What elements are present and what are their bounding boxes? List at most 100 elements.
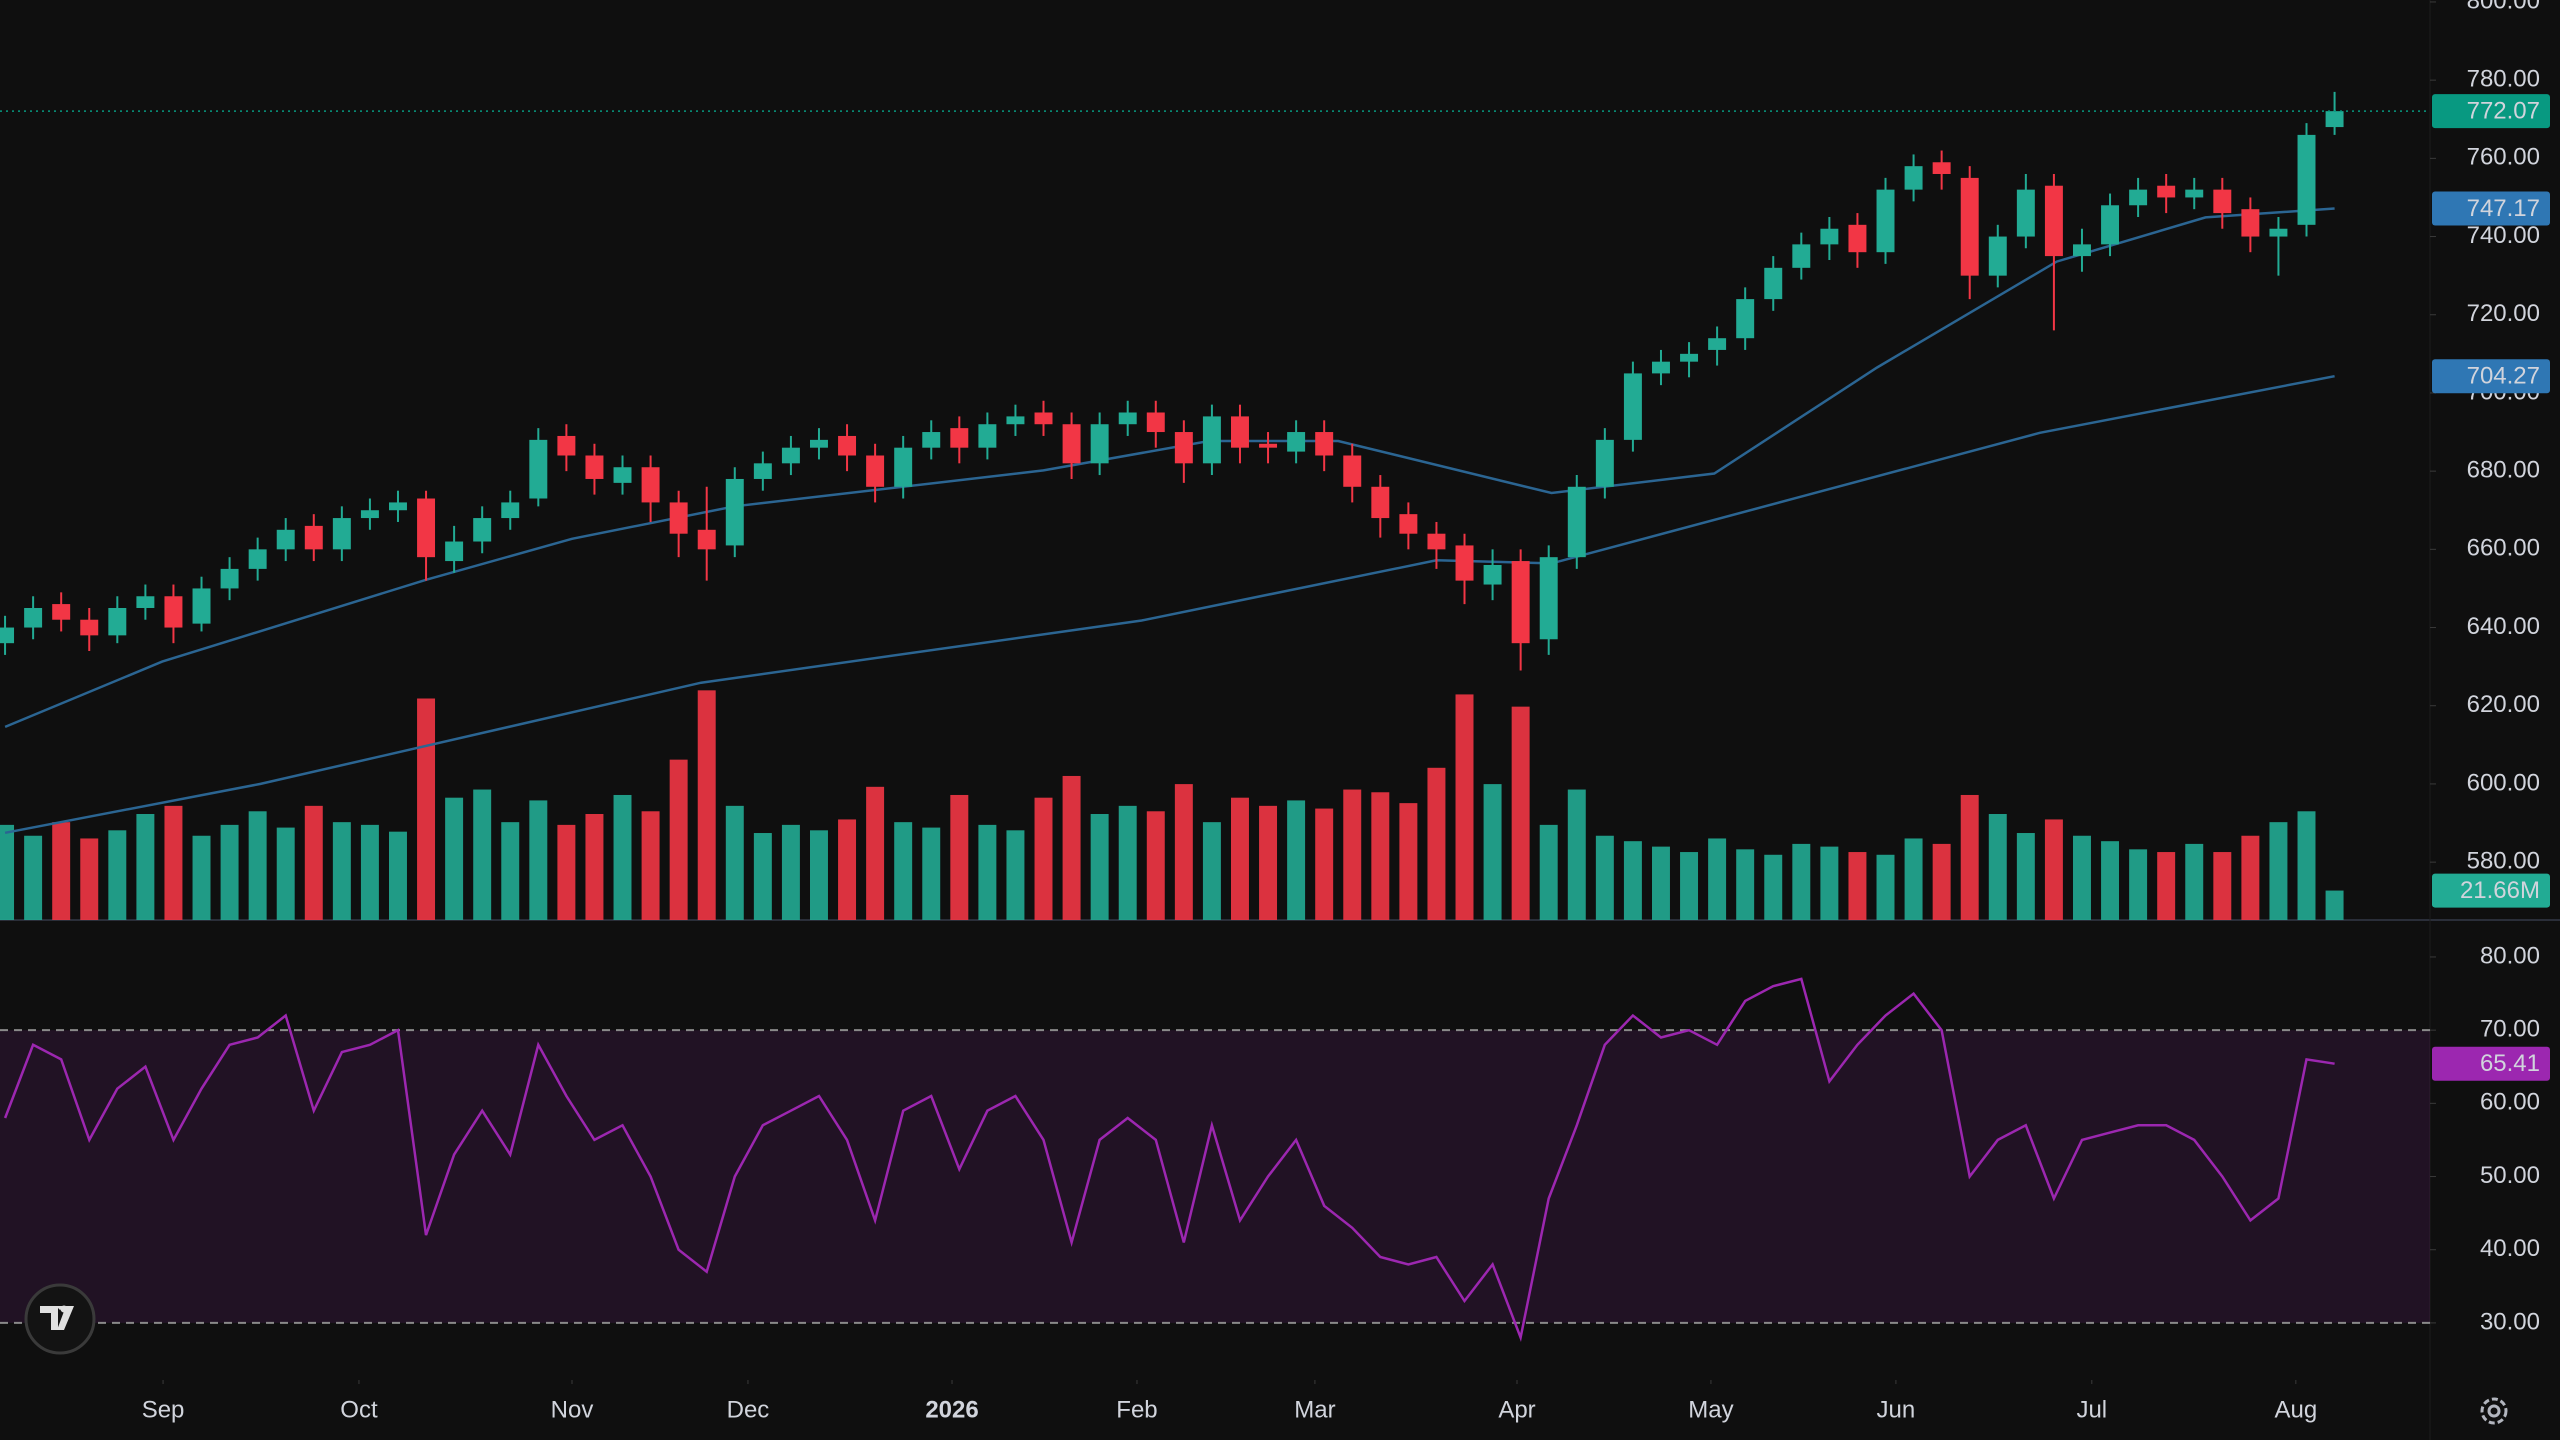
y-tick-label: 720.00 (2467, 300, 2540, 327)
candle-body (220, 568, 239, 589)
candle-body (24, 607, 43, 628)
candle-body (1427, 533, 1446, 550)
volume-bar (1202, 822, 1221, 920)
volume-bar (1932, 843, 1951, 920)
volume-bar (1736, 849, 1755, 920)
volume-bar (417, 698, 436, 920)
x-tick-label: Apr (1498, 1396, 1535, 1423)
volume-bar (1792, 843, 1811, 920)
y-tick-label: 620.00 (2467, 691, 2540, 718)
y-tick-label: 740.00 (2467, 222, 2540, 249)
y-tick-label: 600.00 (2467, 769, 2540, 796)
volume-bar (80, 838, 99, 920)
candle-body (1006, 416, 1025, 425)
candle-body (1708, 338, 1727, 350)
volume-bar (276, 827, 295, 920)
tradingview-logo[interactable] (24, 1283, 96, 1355)
candle-body (2101, 205, 2120, 245)
volume-bar (360, 824, 379, 920)
volume-bar (473, 789, 492, 920)
moving-average-label: 704.27 (2467, 363, 2540, 390)
volume-bar (1427, 767, 1446, 920)
volume-bar (1511, 706, 1530, 920)
candle-body (248, 549, 267, 569)
candle-body (1315, 432, 1334, 456)
volume-bar (2269, 822, 2288, 920)
rsi-tick-label: 70.00 (2480, 1015, 2540, 1042)
candle-body (164, 596, 183, 628)
candle-body (894, 447, 913, 487)
volume-bar (2297, 811, 2316, 920)
volume-bar (838, 819, 857, 920)
volume-bar (1595, 835, 1614, 920)
x-tick-label: 2026 (925, 1396, 978, 1423)
candle-body (725, 478, 744, 546)
candle-body (1539, 557, 1558, 640)
candle-body (1034, 412, 1053, 425)
volume-bar (1230, 797, 1249, 920)
candle-body (108, 607, 127, 636)
volume-bar (753, 833, 772, 920)
volume-bar (1399, 803, 1418, 920)
volume-bar (1876, 854, 1895, 920)
candle-body (417, 498, 436, 558)
candle-body (1764, 267, 1783, 300)
volume-bar (1904, 838, 1923, 920)
candle-body (2044, 185, 2063, 257)
gear-inner[interactable] (2487, 1404, 2501, 1418)
y-tick-label: 800.00 (2467, 0, 2540, 14)
x-tick-label: Jul (2076, 1396, 2107, 1423)
volume-bar (1680, 852, 1699, 920)
volume-bar (1259, 805, 1278, 920)
volume-bar (1174, 784, 1193, 920)
volume-bar (1848, 852, 1867, 920)
candle-body (80, 619, 99, 636)
volume-label: 21.66M (2460, 877, 2540, 904)
candle-body (1904, 166, 1923, 190)
volume-bar (52, 822, 71, 920)
candle-body (1792, 244, 1811, 268)
logo-circle[interactable] (24, 1283, 96, 1355)
candle-body (922, 432, 941, 448)
volume-bar (164, 805, 183, 920)
candle-body (1455, 545, 1474, 581)
candle-body (1174, 432, 1193, 464)
candle-body (501, 502, 520, 519)
candle-body (613, 467, 632, 483)
candle-body (0, 627, 15, 644)
volume-bar (248, 811, 267, 920)
logo-dot[interactable] (60, 1305, 68, 1313)
volume-bar (1062, 775, 1081, 920)
candle-body (978, 424, 997, 448)
volume-bar (1146, 811, 1165, 920)
candle-body (52, 604, 71, 620)
volume-bar (136, 814, 155, 920)
volume-bar (2044, 819, 2063, 920)
rsi-line (3, 977, 2335, 1342)
volume-bar (669, 759, 688, 920)
y-tick-label: 780.00 (2467, 65, 2540, 92)
y-tick-label: 660.00 (2467, 535, 2540, 562)
candle-body (838, 435, 857, 456)
volume-bar (389, 831, 407, 920)
rsi-tick-label: 80.00 (2480, 942, 2540, 969)
volume-bar (641, 811, 660, 920)
rsi-label-box (2432, 1046, 2550, 1081)
candle-body (2157, 185, 2176, 198)
gear-outer[interactable] (2480, 1397, 2508, 1425)
volume-bar (1483, 784, 1502, 920)
candle-body (1988, 236, 2007, 276)
volume-bar (866, 786, 885, 920)
volume-bar (2016, 833, 2035, 920)
volume-bar (1567, 789, 1586, 920)
volume-bar (2072, 835, 2091, 920)
candle-body (1399, 514, 1418, 534)
y-tick-label: 580.00 (2467, 847, 2540, 874)
candle-body (1062, 424, 1081, 464)
moving-average-label: 747.17 (2467, 195, 2540, 222)
candle-body (1090, 424, 1109, 464)
candle-body (669, 502, 688, 534)
rsi-tick-label: 60.00 (2480, 1089, 2540, 1116)
settings-button[interactable] (2480, 1397, 2508, 1425)
